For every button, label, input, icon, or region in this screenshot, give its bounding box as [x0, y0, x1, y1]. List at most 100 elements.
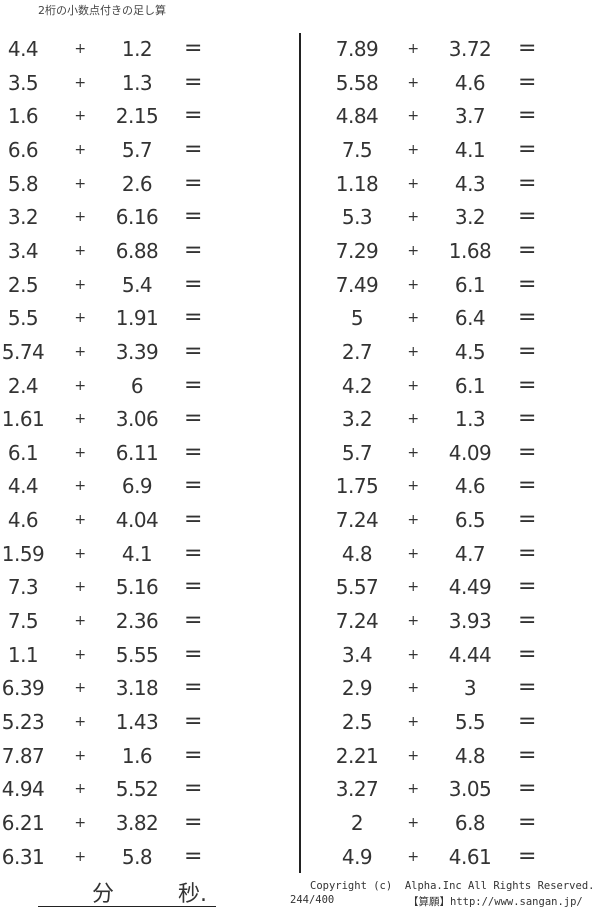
equals-sign: = — [518, 103, 536, 129]
addend-a: 3.2 — [7, 205, 39, 230]
addend-a: 7.3 — [7, 575, 39, 600]
plus-sign: + — [407, 680, 419, 697]
addend-b: 1.3 — [454, 407, 486, 432]
addend-a: 2.21 — [335, 743, 379, 768]
addend-b: 4.3 — [454, 171, 486, 196]
addend-b: 4.1 — [121, 541, 153, 566]
addend-b: 4.61 — [448, 844, 492, 869]
addend-a: 4.4 — [7, 37, 39, 61]
plus-sign: + — [74, 646, 86, 663]
equals-sign: = — [184, 709, 202, 734]
addend-b: 5.4 — [121, 272, 153, 297]
plus-sign: + — [74, 175, 86, 192]
addend-a: 6.6 — [7, 137, 39, 162]
addend-b: 2.15 — [115, 104, 159, 129]
addend-a: 1.18 — [335, 171, 379, 196]
addend-a: 6.31 — [1, 844, 45, 869]
equals-sign: = — [184, 776, 202, 802]
plus-sign: + — [407, 242, 419, 259]
addend-b: 4.6 — [454, 70, 486, 95]
equals-sign: = — [518, 507, 536, 533]
time-underline — [38, 906, 216, 907]
addend-b: 6.4 — [454, 306, 486, 331]
plus-sign: + — [74, 411, 86, 428]
addend-b: 4.1 — [454, 137, 486, 162]
addend-b: 5.16 — [115, 575, 159, 600]
equals-sign: = — [184, 204, 202, 230]
equals-sign: = — [518, 675, 536, 701]
addend-a: 2.4 — [7, 373, 39, 398]
equals-sign: = — [184, 372, 202, 398]
addend-b: 3.18 — [115, 676, 159, 701]
addend-a: 7.24 — [335, 609, 379, 634]
equals-sign: = — [184, 608, 202, 634]
equals-sign: = — [184, 675, 202, 701]
equals-sign: = — [518, 338, 536, 364]
equals-sign: = — [184, 136, 202, 162]
addend-a: 6.1 — [7, 440, 39, 465]
addend-b: 1.3 — [121, 70, 153, 95]
column-divider — [299, 33, 301, 873]
addend-b: 6.9 — [121, 474, 153, 499]
plus-sign: + — [74, 680, 86, 697]
plus-sign: + — [74, 478, 86, 495]
addend-b: 6 — [130, 373, 144, 398]
plus-sign: + — [407, 343, 419, 360]
addend-a: 2.7 — [341, 339, 373, 364]
site-link: 【算願】http://www.sangan.jp/ — [408, 896, 583, 908]
addend-b: 5.55 — [115, 642, 159, 667]
plus-sign: + — [407, 545, 419, 562]
addend-b: 3.72 — [448, 37, 492, 61]
plus-sign: + — [74, 276, 86, 293]
plus-sign: + — [74, 209, 86, 226]
plus-sign: + — [407, 41, 419, 57]
plus-sign: + — [407, 814, 419, 831]
addend-a: 1.59 — [1, 541, 45, 566]
equals-sign: = — [184, 641, 202, 667]
equals-sign: = — [518, 641, 536, 667]
plus-sign: + — [407, 646, 419, 663]
plus-sign: + — [74, 714, 86, 730]
addend-b: 6.11 — [115, 440, 159, 465]
addend-a: 2.9 — [341, 676, 373, 701]
addend-a: 5.7 — [341, 440, 373, 465]
addend-b: 6.1 — [454, 272, 486, 297]
plus-sign: + — [407, 108, 419, 125]
equals-sign: = — [518, 742, 536, 768]
plus-sign: + — [74, 242, 86, 259]
addend-b: 4.49 — [448, 575, 492, 600]
plus-sign: + — [407, 310, 419, 327]
addend-a: 3.5 — [7, 70, 39, 95]
equals-sign: = — [184, 809, 202, 835]
addend-b: 2.36 — [115, 609, 159, 634]
equals-sign: = — [184, 305, 202, 331]
plus-sign: + — [407, 512, 419, 529]
addend-a: 1.75 — [335, 474, 379, 499]
plus-sign: + — [407, 747, 419, 764]
equals-sign: = — [518, 69, 536, 95]
addend-b: 2.6 — [121, 171, 153, 196]
equals-sign: = — [518, 608, 536, 634]
equals-sign: = — [184, 103, 202, 129]
addend-a: 6.39 — [1, 676, 45, 701]
addend-a: 7.24 — [335, 508, 379, 533]
equals-sign: = — [184, 237, 202, 263]
equals-sign: = — [518, 237, 536, 263]
plus-sign: + — [74, 814, 86, 831]
addend-b: 6.16 — [115, 205, 159, 230]
addend-a: 7.29 — [335, 238, 379, 263]
addend-b: 5.5 — [454, 710, 486, 734]
equals-sign: = — [518, 271, 536, 297]
plus-sign: + — [74, 41, 86, 57]
addend-a: 5.58 — [335, 70, 379, 95]
addend-b: 3.05 — [448, 777, 492, 802]
plus-sign: + — [74, 512, 86, 529]
equals-sign: = — [518, 406, 536, 432]
equals-sign: = — [518, 473, 536, 499]
addend-a: 2.5 — [341, 710, 373, 734]
equals-sign: = — [518, 574, 536, 600]
plus-sign: + — [74, 848, 86, 865]
addend-a: 2.5 — [7, 272, 39, 297]
equals-sign: = — [184, 439, 202, 465]
addend-b: 6.5 — [454, 508, 486, 533]
